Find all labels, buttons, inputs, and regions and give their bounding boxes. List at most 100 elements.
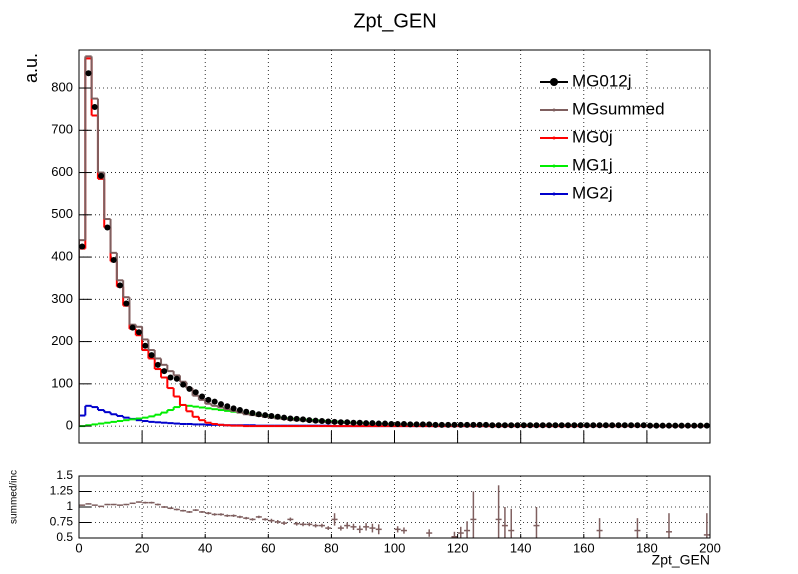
data-point [659,422,666,429]
data-point [495,422,502,429]
x-tick-label: 60 [261,540,275,555]
x-tick-label: 80 [324,540,338,555]
step-connector [79,58,245,427]
data-point [337,419,344,426]
y-tick-label: 0.5 [56,530,73,544]
y-tick-label: 500 [51,206,73,221]
data-point [230,405,237,412]
data-point [192,389,199,396]
data-point [678,422,685,429]
data-point [533,422,540,429]
data-point [344,419,351,426]
data-point [419,421,426,428]
data-point [432,421,439,428]
x-tick-label: 160 [573,540,595,555]
data-point [224,403,231,410]
data-point [123,300,130,307]
data-point [470,421,477,428]
data-point [438,421,445,428]
x-tick-label: 20 [135,540,149,555]
data-point [173,375,180,382]
data-point [571,422,578,429]
data-point [489,422,496,429]
data-point [217,401,224,408]
data-point [634,422,641,429]
data-point [243,408,250,415]
data-point [274,413,281,420]
data-point [539,422,546,429]
data-point [318,418,325,425]
legend-label: MG2j [572,183,613,202]
data-point [161,368,168,375]
legend-label: MG1j [572,155,613,174]
data-point [375,420,382,427]
data-point [653,422,660,429]
data-point [647,422,654,429]
data-point [287,415,294,422]
legend-marker [552,164,556,168]
data-point [98,172,105,179]
data-point [255,411,262,418]
data-point [583,422,590,429]
chart-title: Zpt_GEN [353,10,436,32]
legend-label: MG012j [572,71,632,90]
data-point [350,419,357,426]
ratio-y-axis-title: summed/inc [9,470,20,524]
x-axis-title: Zpt_GEN [652,552,710,568]
y-tick-label: 1 [66,499,73,513]
data-point [691,422,698,429]
data-point [621,422,628,429]
legend-label: MG0j [572,127,613,146]
data-point [205,396,212,403]
data-point [262,412,269,419]
data-point [211,398,218,405]
data-point [552,422,559,429]
data-point [312,417,319,424]
y-tick-label: 0.75 [50,515,74,529]
data-point [148,352,155,359]
data-point [331,418,338,425]
y-tick-label: 300 [51,291,73,306]
data-point [577,422,584,429]
y-tick-label: 600 [51,164,73,179]
data-point [388,420,395,427]
data-point [558,422,565,429]
x-tick-label: 40 [198,540,212,555]
y-tick-label: 100 [51,375,73,390]
data-point [85,70,92,77]
y-tick-label: 200 [51,333,73,348]
data-point [325,418,332,425]
data-point [482,421,489,428]
data-point [300,416,307,423]
legend-marker [552,136,556,140]
y-tick-label: 1.5 [56,468,73,482]
data-point [508,422,515,429]
data-point [363,420,370,427]
x-tick-label: 0 [75,540,82,555]
x-tick-label: 180 [636,540,658,555]
data-point [464,421,471,428]
data-point [306,417,313,424]
data-point [180,381,187,388]
data-point [520,422,527,429]
data-point [451,421,458,428]
data-point [154,361,161,368]
data-point [602,422,609,429]
x-tick-label: 140 [510,540,532,555]
data-point [135,329,142,336]
main-frame [78,49,711,444]
data-point [527,422,534,429]
data-point [407,421,414,428]
data-point [91,104,98,111]
x-tick-label: 200 [699,540,721,555]
data-point [400,420,407,427]
data-point [142,342,149,349]
legend-marker [552,108,556,112]
data-point [640,422,647,429]
data-point [628,422,635,429]
data-point [615,422,622,429]
data-point [167,374,174,381]
